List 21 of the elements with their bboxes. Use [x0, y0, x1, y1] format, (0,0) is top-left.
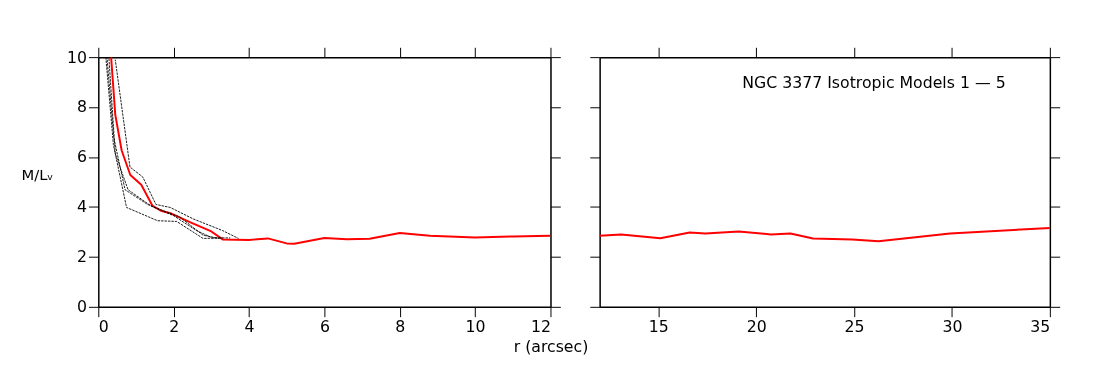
x-tick-label: 10 [465, 316, 486, 336]
y-tick-label: 10 [66, 47, 87, 67]
x-tick-label: 25 [844, 316, 865, 336]
x-tick-label: 8 [395, 316, 406, 336]
y-axis-title: M/Lᵥ [21, 165, 54, 183]
x-tick-label: 2 [169, 316, 180, 336]
x-tick-label: 30 [942, 316, 963, 336]
y-tick-label: 6 [76, 147, 87, 167]
x-tick-label: 6 [319, 316, 330, 336]
x-tick-label: 0 [98, 316, 109, 336]
x-tick-label: 20 [746, 316, 767, 336]
x-tick-label: 35 [1030, 316, 1051, 336]
x-axis-title: r (arcsec) [513, 336, 589, 356]
x-tick-label: 4 [244, 316, 255, 336]
y-tick-label: 8 [76, 97, 87, 117]
x-tick-label: 15 [648, 316, 669, 336]
y-tick-label: 2 [76, 247, 87, 267]
annotation: NGC 3377 Isotropic Models 1 — 5 [742, 72, 1006, 92]
y-tick-label: 0 [76, 297, 87, 317]
x-tick-label: 12 [530, 316, 551, 336]
y-tick-label: 4 [76, 197, 87, 217]
